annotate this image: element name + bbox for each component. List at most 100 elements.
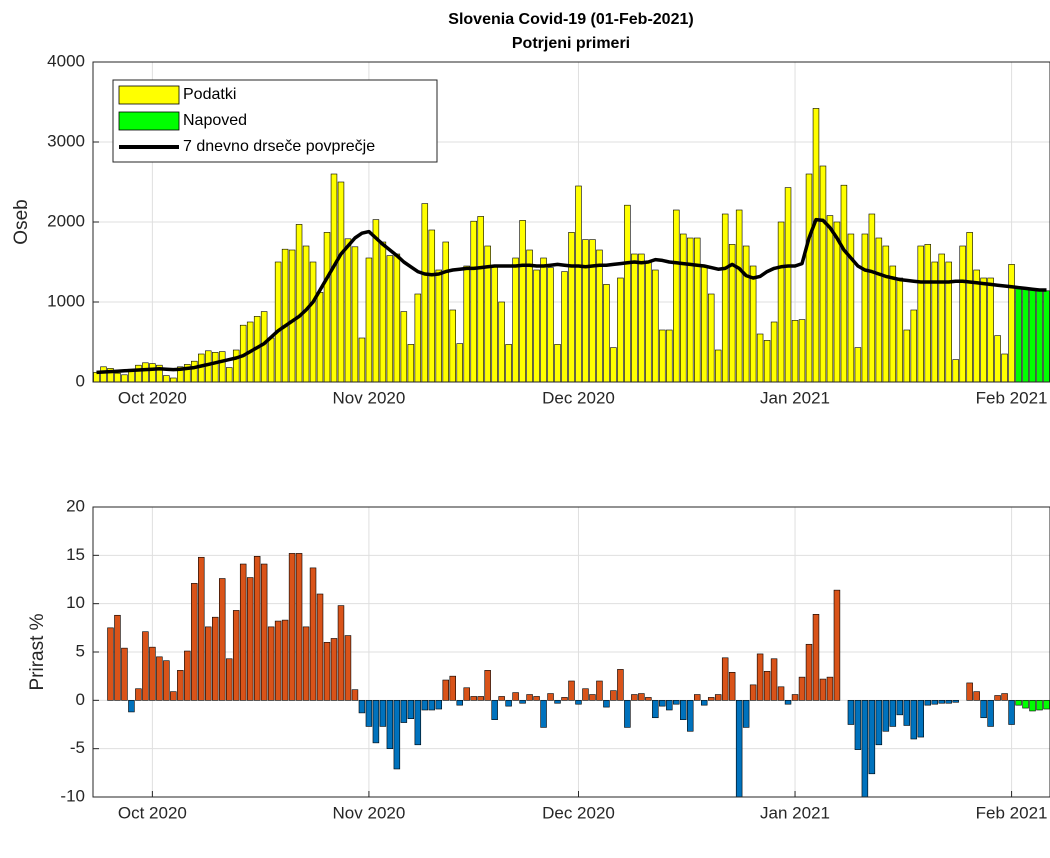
bar xyxy=(149,363,156,382)
bar xyxy=(889,700,897,727)
bar xyxy=(596,249,603,382)
bar xyxy=(323,642,331,701)
bar xyxy=(170,377,177,382)
line xyxy=(96,217,1047,375)
bar xyxy=(519,700,526,704)
bar xyxy=(666,329,673,382)
bar xyxy=(680,233,687,382)
bar xyxy=(135,364,142,382)
bar xyxy=(812,613,820,701)
bar xyxy=(575,700,582,705)
bar xyxy=(687,700,694,732)
y-tick-label: 3000 xyxy=(47,131,85,150)
bar xyxy=(400,700,408,723)
y-axis-label: Oseb xyxy=(11,199,32,244)
bar xyxy=(952,359,959,382)
bar xyxy=(526,249,533,382)
bar xyxy=(582,688,589,701)
bar xyxy=(742,245,750,382)
bar xyxy=(910,700,918,740)
bar xyxy=(903,700,911,726)
bar xyxy=(805,643,813,701)
bar xyxy=(875,237,883,382)
bar xyxy=(973,269,980,382)
bar xyxy=(882,245,890,382)
marks xyxy=(107,553,1050,797)
bar xyxy=(505,344,512,382)
bar xyxy=(505,700,512,707)
chart-title: Slovenia Covid-19 (01-Feb-2021) xyxy=(448,11,693,28)
bar xyxy=(421,203,429,382)
bar xyxy=(540,700,547,728)
bar xyxy=(994,335,1001,382)
bar xyxy=(721,213,729,382)
bar xyxy=(826,676,834,701)
bar xyxy=(512,692,519,701)
bar xyxy=(554,344,561,382)
bar xyxy=(749,265,757,382)
bar xyxy=(798,676,806,701)
bar xyxy=(135,688,142,701)
bar xyxy=(700,265,708,382)
chart-subtitle: Potrjeni primeri xyxy=(512,35,630,52)
bar xyxy=(330,173,338,382)
legend-swatch xyxy=(118,111,180,131)
bar xyxy=(547,693,554,701)
bar xyxy=(337,181,345,382)
bar xyxy=(770,658,778,701)
bar xyxy=(1043,290,1050,382)
bar xyxy=(610,347,617,382)
bar xyxy=(107,627,114,701)
bar xyxy=(735,209,743,382)
bar xyxy=(232,610,240,701)
bar xyxy=(561,697,568,701)
bar xyxy=(938,700,945,704)
bar xyxy=(421,700,429,711)
bar xyxy=(833,589,841,701)
bar xyxy=(819,165,827,382)
bar xyxy=(463,687,470,701)
bar xyxy=(798,319,806,382)
bar xyxy=(435,269,443,382)
x-tick-label: Nov 2020 xyxy=(333,388,406,407)
bar xyxy=(170,691,177,701)
bar xyxy=(980,700,987,719)
bar xyxy=(966,232,973,382)
bar xyxy=(1008,264,1015,382)
bar xyxy=(484,245,491,382)
bar xyxy=(805,173,813,382)
bar xyxy=(707,697,715,701)
bar xyxy=(791,694,799,701)
bar xyxy=(749,684,757,701)
bar xyxy=(631,253,638,382)
bar xyxy=(924,244,931,382)
bar xyxy=(295,553,303,701)
bar xyxy=(854,700,862,750)
bar xyxy=(414,700,422,746)
bar xyxy=(987,700,994,727)
bar xyxy=(763,340,771,382)
bar xyxy=(344,635,352,701)
bar xyxy=(100,366,107,382)
bar xyxy=(184,650,191,701)
bar xyxy=(288,553,296,701)
bar xyxy=(652,700,659,719)
bar xyxy=(554,700,561,704)
bar xyxy=(1022,288,1029,382)
bar xyxy=(687,237,694,382)
bar xyxy=(114,614,121,701)
x-tick-label: Oct 2020 xyxy=(118,803,187,822)
bar xyxy=(610,690,617,701)
bar xyxy=(868,213,876,382)
bar xyxy=(491,700,498,720)
bar xyxy=(721,657,729,701)
bar xyxy=(484,670,491,701)
bar xyxy=(281,619,289,701)
bar xyxy=(589,694,596,701)
bar xyxy=(323,232,331,382)
bar xyxy=(589,239,596,382)
bar xyxy=(379,241,387,382)
bar xyxy=(938,253,945,382)
bar xyxy=(1022,700,1029,709)
axes-box xyxy=(92,506,1050,798)
